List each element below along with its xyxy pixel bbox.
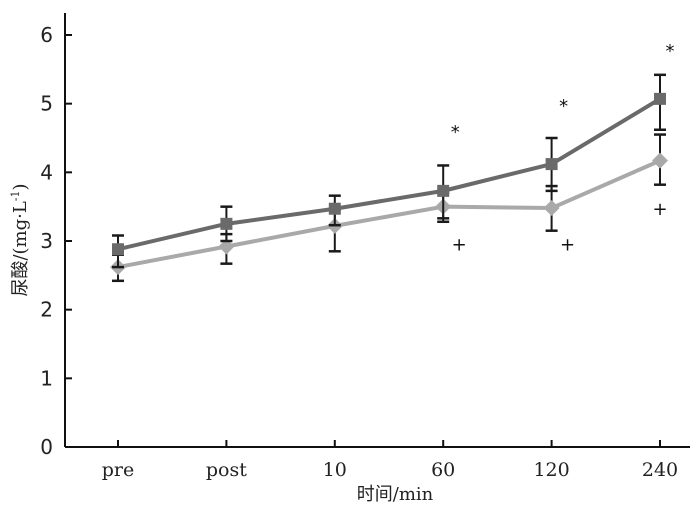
y-tick-label: 6 — [40, 23, 53, 47]
x-axis-label: 时间/min — [357, 484, 434, 505]
data-point-square — [328, 202, 341, 215]
data-point-diamond — [218, 238, 235, 255]
y-tick-label: 5 — [40, 92, 53, 116]
significance-star: * — [666, 41, 675, 62]
y-axis-label-main: 尿酸/(mg·L — [10, 201, 31, 296]
x-tick-label: pre — [102, 459, 135, 481]
axes — [64, 13, 690, 448]
data-point-square — [545, 158, 558, 171]
x-tick-label: 120 — [533, 459, 569, 481]
y-tick-label: 4 — [40, 160, 53, 184]
y-tick-label: 3 — [40, 229, 53, 253]
data-point-diamond — [652, 152, 668, 169]
series-line — [117, 97, 662, 252]
data-point-square — [220, 217, 233, 230]
data-point-square — [437, 184, 450, 197]
x-tick-label: post — [206, 459, 247, 481]
y-axis-label: 尿酸/(mg·L-1) — [9, 183, 31, 296]
series-layer — [110, 73, 668, 283]
data-point-diamond — [543, 200, 560, 217]
x-tick-label: 60 — [431, 459, 455, 481]
significance-plus: + — [652, 199, 667, 220]
series-light — [110, 133, 668, 283]
y-tick-label: 1 — [40, 366, 53, 390]
y-axis-label-superscript: -1 — [9, 190, 22, 201]
series-dark — [112, 73, 666, 269]
x-tick-label: 10 — [323, 459, 347, 481]
significance-plus: + — [560, 235, 575, 256]
significance-star: * — [559, 96, 568, 117]
annotations: * * * + + + — [451, 41, 675, 256]
y-axis-label-close: ) — [10, 183, 31, 190]
series-line — [117, 158, 661, 270]
data-point-square — [112, 243, 124, 256]
x-axis-ticks: pre post 10 60 120 240 — [102, 440, 678, 481]
significance-star: * — [451, 122, 460, 143]
significance-plus: + — [452, 235, 467, 256]
y-tick-label: 2 — [40, 298, 53, 322]
x-tick-label: 240 — [642, 459, 678, 481]
y-axis-ticks: 0 1 2 3 4 5 6 — [40, 23, 72, 459]
data-point-square — [654, 92, 666, 105]
y-tick-label: 0 — [40, 435, 53, 459]
